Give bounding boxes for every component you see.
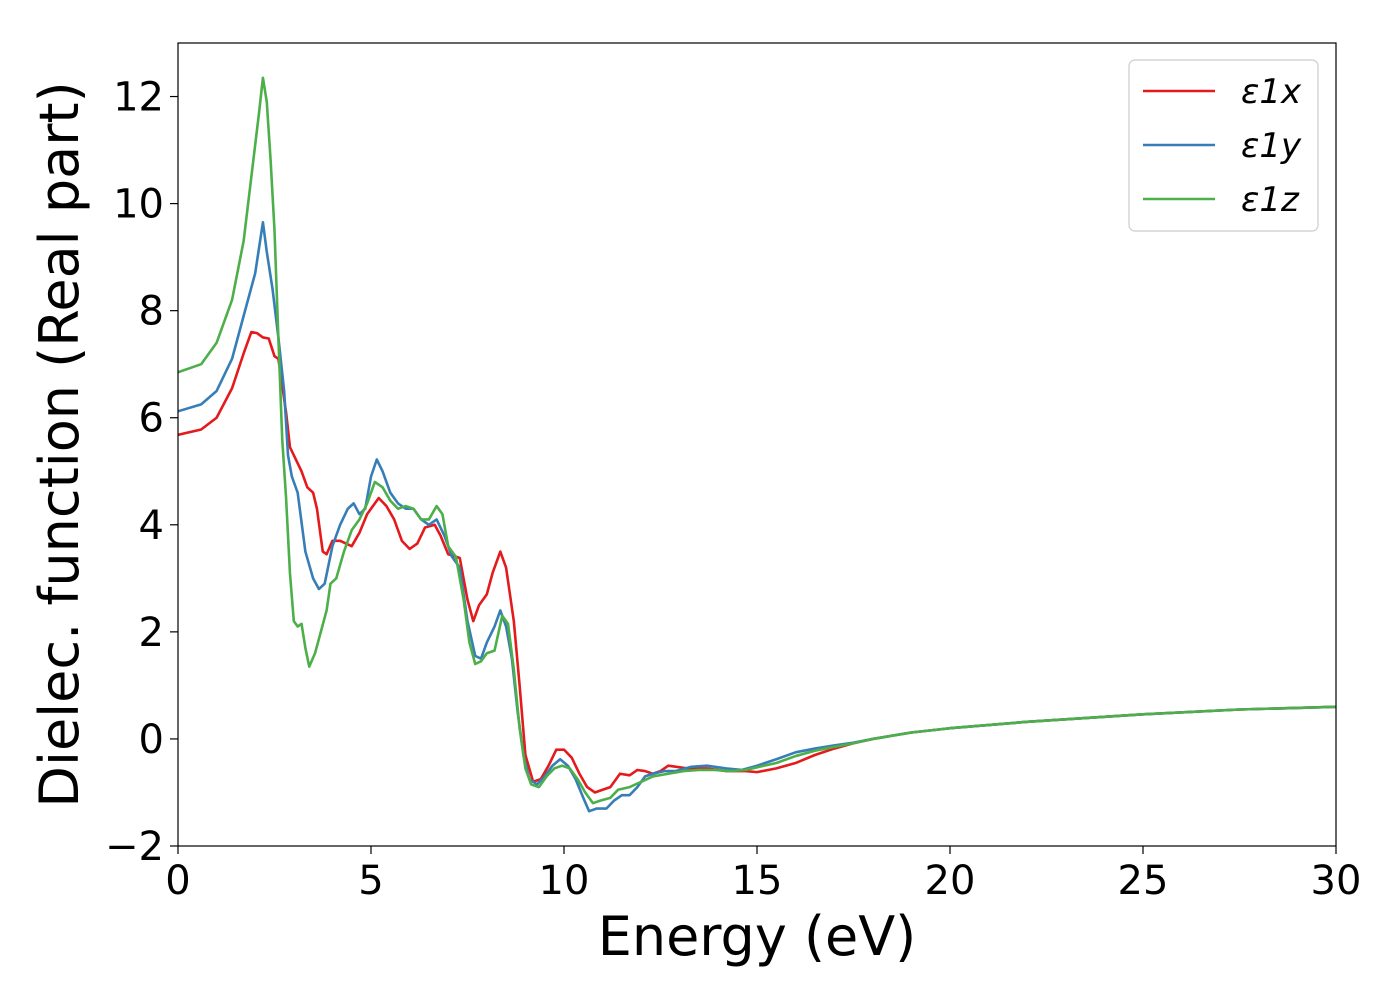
x-tick-label: 5: [358, 858, 383, 904]
x-tick-label: 10: [539, 858, 590, 904]
legend-label: ε1y: [1241, 126, 1302, 166]
y-tick-label: 0: [139, 717, 164, 763]
y-tick-label: 12: [113, 75, 164, 121]
x-tick-label: 20: [925, 858, 976, 904]
series-line-2: [178, 221, 1336, 813]
y-tick-label: 6: [139, 396, 164, 442]
x-tick-label: 25: [1118, 858, 1169, 904]
y-tick-label: 4: [139, 503, 164, 549]
legend: ε1x ε1y ε1z: [1128, 59, 1319, 232]
y-tick-label: 8: [139, 289, 164, 335]
y-axis: −2 0 2 4 6 8 10 12: [105, 75, 178, 870]
plot-area: [177, 42, 1337, 847]
legend-label: ε1x: [1241, 72, 1302, 112]
y-tick-label: −2: [105, 824, 164, 870]
x-axis: 0 5 10 15 20 25 30: [165, 846, 1361, 904]
x-tick-label: 30: [1311, 858, 1362, 904]
y-tick-label: 10: [113, 182, 164, 228]
legend-box: [1128, 59, 1319, 232]
x-tick-label: 15: [732, 858, 783, 904]
x-tick-label: 0: [165, 858, 190, 904]
x-axis-label: Energy (eV): [598, 905, 917, 968]
y-axis-label: Dielec. function (Real part): [28, 81, 91, 807]
y-tick-label: 2: [139, 610, 164, 656]
legend-label: ε1z: [1241, 180, 1300, 220]
series-layer: [178, 76, 1336, 813]
series-line-3: [178, 76, 1336, 805]
